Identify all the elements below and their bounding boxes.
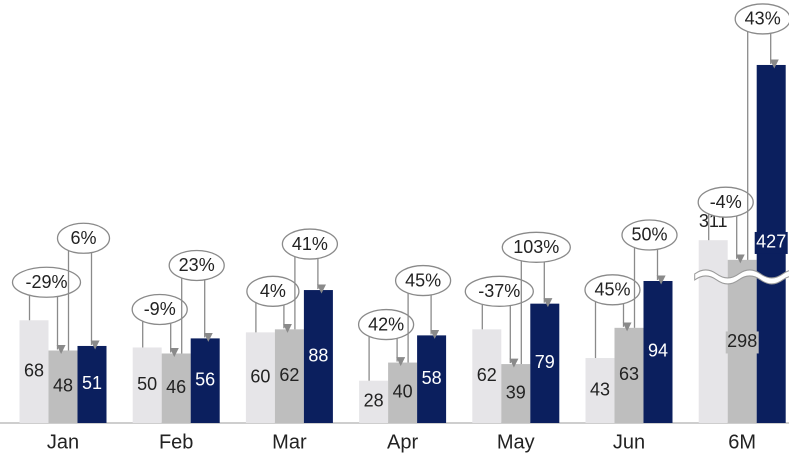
change-label: -29% bbox=[25, 272, 67, 292]
label-bg bbox=[725, 331, 759, 354]
change-label: 6% bbox=[70, 228, 96, 248]
bar bbox=[303, 290, 333, 423]
change-bubble bbox=[584, 274, 641, 306]
change-bubble bbox=[11, 266, 82, 298]
change-bubble bbox=[168, 249, 225, 282]
value-label: 63 bbox=[619, 364, 639, 384]
bar bbox=[417, 335, 447, 423]
change-label: 43% bbox=[745, 9, 781, 29]
change-bubble bbox=[734, 3, 789, 35]
value-label: 58 bbox=[422, 368, 442, 388]
bar bbox=[48, 350, 78, 423]
change-label: 45% bbox=[594, 280, 630, 300]
change-label: -37% bbox=[478, 281, 520, 301]
bar bbox=[530, 303, 560, 423]
axis-break bbox=[694, 269, 789, 285]
bar bbox=[274, 329, 304, 423]
change-label: 4% bbox=[260, 281, 286, 301]
value-label: 60 bbox=[250, 366, 270, 386]
label-bg bbox=[754, 231, 788, 254]
bar bbox=[585, 358, 615, 423]
change-bubble bbox=[621, 219, 678, 251]
value-label: 79 bbox=[535, 352, 555, 372]
bar bbox=[19, 320, 49, 423]
value-label: 40 bbox=[393, 382, 413, 402]
bar bbox=[77, 345, 107, 423]
x-tick-label: Jun bbox=[613, 431, 645, 453]
change-label: -9% bbox=[144, 299, 176, 319]
value-label: 94 bbox=[648, 341, 668, 361]
value-label: 298 bbox=[727, 331, 757, 351]
value-label: 48 bbox=[53, 375, 73, 395]
change-bubble bbox=[357, 308, 415, 341]
bar bbox=[698, 240, 728, 423]
change-label: 50% bbox=[631, 225, 667, 245]
value-label: 28 bbox=[364, 391, 384, 411]
value-label: 88 bbox=[308, 345, 328, 365]
change-label: 41% bbox=[292, 234, 328, 254]
change-bubble bbox=[394, 264, 452, 297]
value-label: 46 bbox=[166, 377, 186, 397]
value-label: 68 bbox=[24, 360, 44, 380]
bar bbox=[161, 353, 191, 423]
change-bubble bbox=[501, 231, 571, 263]
x-tick-label: Apr bbox=[387, 431, 418, 453]
value-label: 427 bbox=[756, 232, 786, 252]
x-tick-label: Mar bbox=[272, 431, 307, 453]
bar bbox=[643, 280, 673, 423]
value-label: 62 bbox=[279, 365, 299, 385]
change-bubble bbox=[281, 228, 339, 260]
bar bbox=[245, 332, 275, 423]
value-label: 62 bbox=[477, 365, 497, 385]
x-tick-label: Jan bbox=[47, 431, 79, 453]
change-label: 42% bbox=[368, 314, 404, 334]
change-bubble bbox=[464, 275, 534, 307]
value-label: 39 bbox=[506, 382, 526, 402]
bar bbox=[388, 362, 418, 423]
change-bubble bbox=[697, 186, 754, 218]
value-label: 50 bbox=[137, 374, 157, 394]
value-label: 56 bbox=[195, 369, 215, 389]
change-bubble bbox=[246, 275, 300, 307]
bar bbox=[472, 329, 502, 423]
change-bubble bbox=[56, 222, 111, 254]
bar bbox=[190, 338, 220, 423]
change-label: 103% bbox=[513, 237, 559, 257]
x-tick-label: May bbox=[497, 431, 535, 453]
value-label: 51 bbox=[82, 373, 102, 393]
value-label: 43 bbox=[590, 379, 610, 399]
change-label: 23% bbox=[179, 255, 215, 275]
change-label: -4% bbox=[710, 192, 742, 212]
bar bbox=[614, 327, 644, 423]
bar bbox=[359, 380, 389, 423]
change-label: 45% bbox=[405, 270, 441, 290]
bar bbox=[132, 347, 162, 423]
bar bbox=[501, 364, 531, 423]
change-bubble bbox=[131, 293, 188, 326]
x-tick-label: Feb bbox=[159, 431, 193, 453]
x-tick-label: 6M bbox=[728, 431, 756, 453]
